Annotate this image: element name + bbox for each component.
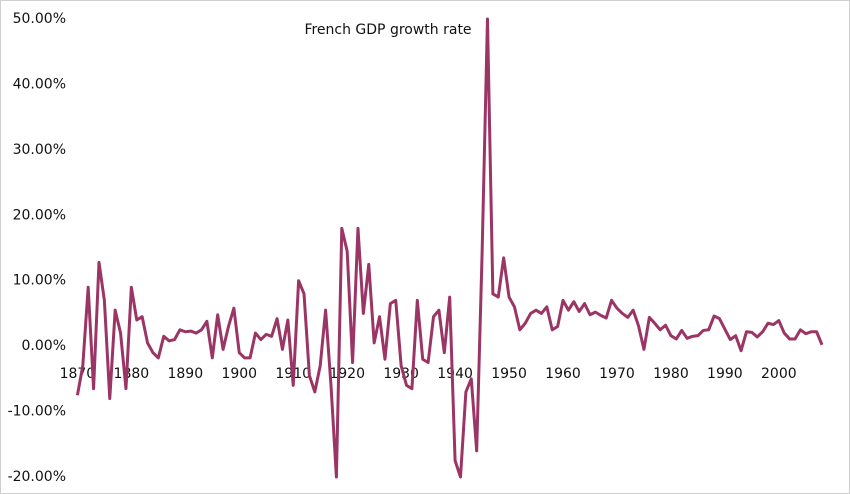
y-tick-label: -10.00%	[8, 404, 66, 420]
y-tick-label: 10.00%	[13, 273, 66, 289]
x-tick-label: 1940	[437, 366, 473, 382]
x-tick-label: 1880	[114, 366, 150, 382]
x-tick-label: 1930	[383, 366, 419, 382]
data-line	[75, 17, 824, 479]
y-tick-label: -20.00%	[8, 469, 66, 485]
y-tick-label: 20.00%	[13, 207, 66, 223]
y-tick-label: 40.00%	[13, 76, 66, 92]
y-tick-label: 30.00%	[13, 142, 66, 158]
x-tick-label: 1990	[707, 366, 743, 382]
x-tick-label: 1900	[221, 366, 257, 382]
x-tick-label: 1960	[545, 366, 581, 382]
y-tick-label: 50.00%	[13, 11, 66, 27]
chart-title: French GDP growth rate	[304, 22, 471, 38]
x-tick-label: 2000	[761, 366, 797, 382]
y-tick-label: 0.00%	[22, 338, 66, 354]
x-tick-label: 1950	[491, 366, 527, 382]
x-tick-label: 1980	[653, 366, 689, 382]
x-tick-label: 1920	[329, 366, 365, 382]
x-tick-label: 1870	[60, 366, 96, 382]
x-tick-label: 1970	[599, 366, 635, 382]
x-tick-label: 1890	[167, 366, 203, 382]
